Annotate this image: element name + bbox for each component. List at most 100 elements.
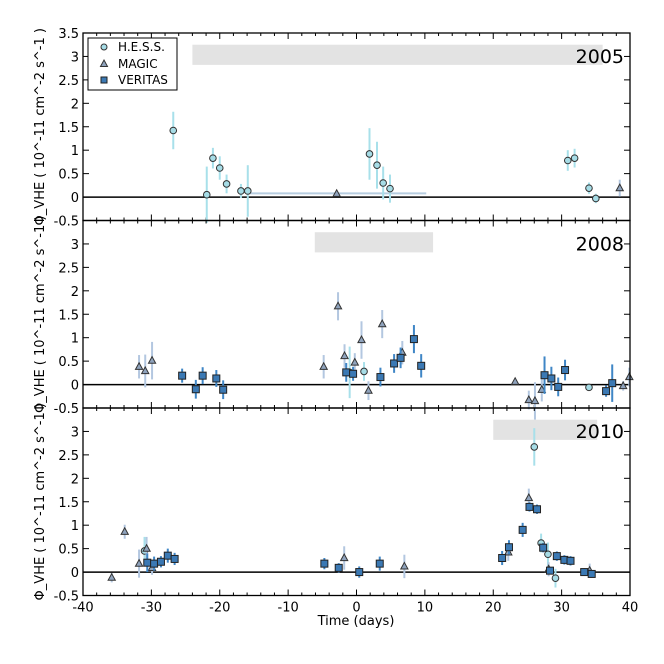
- y-axis-label: Φ_VHE ( 10^-11 cm^-2 s^-1 ): [33, 28, 48, 225]
- magic-point: [142, 543, 152, 552]
- y-tick-label: 2: [71, 472, 79, 487]
- legend-entry: MAGIC: [118, 57, 158, 71]
- hess-point: [237, 187, 245, 195]
- y-tick-label: -0.5: [54, 590, 79, 605]
- magic-point: [120, 526, 130, 535]
- magic-point: [147, 355, 157, 364]
- veritas-point: [342, 368, 351, 377]
- veritas-point: [417, 361, 426, 370]
- hess-point: [365, 150, 374, 158]
- y-tick-label: 3.5: [58, 27, 79, 42]
- y-tick-label: 1.5: [58, 496, 79, 511]
- hess-point: [209, 154, 217, 162]
- hess-point: [379, 179, 387, 187]
- magic-point: [319, 361, 329, 370]
- x-tick-label: -30: [141, 601, 162, 616]
- y-axis-label: Φ_VHE ( 10^-11 cm^-2 s^-1 ): [33, 403, 48, 600]
- magic-point: [524, 492, 534, 502]
- veritas-point: [552, 552, 561, 561]
- hess-point: [585, 184, 593, 192]
- x-tick-label: -20: [209, 601, 230, 616]
- magic-point: [624, 372, 634, 381]
- magic-point: [134, 558, 144, 567]
- magic-point: [107, 572, 117, 581]
- veritas-point: [608, 379, 617, 388]
- magic-point: [524, 394, 534, 404]
- hess-point: [386, 184, 394, 193]
- y-tick-label: 3: [71, 425, 79, 440]
- hess-point: [202, 190, 211, 199]
- veritas-point: [170, 554, 179, 563]
- year-label: 2005: [576, 46, 624, 68]
- veritas-point: [376, 373, 385, 382]
- y-tick-label: -0.5: [54, 402, 79, 417]
- y-tick-label: 0: [71, 566, 79, 581]
- veritas-point: [396, 353, 405, 362]
- veritas-point: [566, 556, 575, 565]
- x-tick-label: 0: [352, 601, 360, 616]
- veritas-point: [602, 387, 611, 396]
- veritas-point: [320, 559, 329, 568]
- y-tick-label: -0.5: [54, 215, 79, 230]
- magic-point: [399, 561, 409, 570]
- y-axis-label: Φ_VHE ( 10^-11 cm^-2 s^-1 ): [33, 216, 48, 413]
- veritas-point: [561, 366, 570, 375]
- y-tick-label: 1.5: [58, 308, 79, 323]
- veritas-point: [212, 374, 221, 383]
- observation-band: [192, 44, 603, 65]
- veritas-point: [156, 557, 165, 566]
- x-tick-label: 40: [622, 601, 639, 616]
- veritas-point: [334, 563, 343, 572]
- veritas-point: [547, 374, 556, 383]
- veritas-point: [150, 559, 159, 568]
- magic-point: [530, 395, 540, 405]
- magic-point: [510, 376, 520, 385]
- hess-point: [215, 164, 224, 172]
- veritas-point: [349, 369, 358, 378]
- y-tick-label: 2.5: [58, 449, 79, 464]
- hess-point: [169, 126, 178, 135]
- legend-magic-marker: [99, 58, 109, 67]
- veritas-point: [504, 543, 513, 552]
- veritas-point: [143, 558, 152, 567]
- veritas-point: [390, 359, 399, 368]
- magic-point: [134, 361, 144, 370]
- hess-point: [544, 550, 552, 559]
- magic-point: [618, 380, 628, 390]
- magic-point: [339, 552, 349, 562]
- panel-2010: 3 2.5 2 1.5 1 0.5 0 -0.5 Φ_VHE ( 10^-11 cm^-2 s^…: [33, 403, 631, 605]
- y-tick-label: 1: [71, 144, 79, 159]
- magic-point: [364, 385, 373, 394]
- veritas-point: [498, 554, 507, 562]
- x-tick-label: -40: [72, 601, 93, 616]
- y-tick-label: 2: [71, 97, 79, 112]
- panel-2008: 3 2.5 2 1.5 1 0.5 0 -0.5 Φ_VHE ( 10^-11 cm^-2 s^…: [33, 216, 634, 420]
- magic-point: [377, 319, 387, 328]
- hess-point: [373, 161, 381, 169]
- veritas-point: [540, 371, 549, 380]
- y-tick-label: 0.5: [58, 355, 79, 370]
- legend: H.E.S.S. MAGIC VERITAS: [87, 37, 178, 91]
- y-tick-label: 1: [71, 519, 79, 534]
- veritas-point: [546, 566, 555, 575]
- veritas-point: [533, 505, 542, 514]
- y-tick-label: 2: [71, 285, 79, 300]
- hess-point: [592, 194, 600, 203]
- veritas-point: [554, 382, 563, 391]
- hess-point: [360, 367, 368, 376]
- axes-frame: [82, 407, 631, 597]
- y-tick-label: 1: [71, 332, 79, 347]
- y-tick-label: 0: [71, 191, 79, 206]
- y-tick-label: 2.5: [58, 74, 79, 89]
- legend-entry: VERITAS: [118, 73, 168, 87]
- x-axis-label: Time (days): [317, 614, 395, 629]
- y-tick-label: 0.5: [58, 543, 79, 558]
- veritas-point: [525, 502, 534, 511]
- veritas-point: [355, 568, 364, 577]
- magic-point: [332, 188, 342, 197]
- veritas-point: [191, 385, 200, 394]
- veritas-point: [518, 525, 527, 534]
- magic-point: [615, 183, 625, 192]
